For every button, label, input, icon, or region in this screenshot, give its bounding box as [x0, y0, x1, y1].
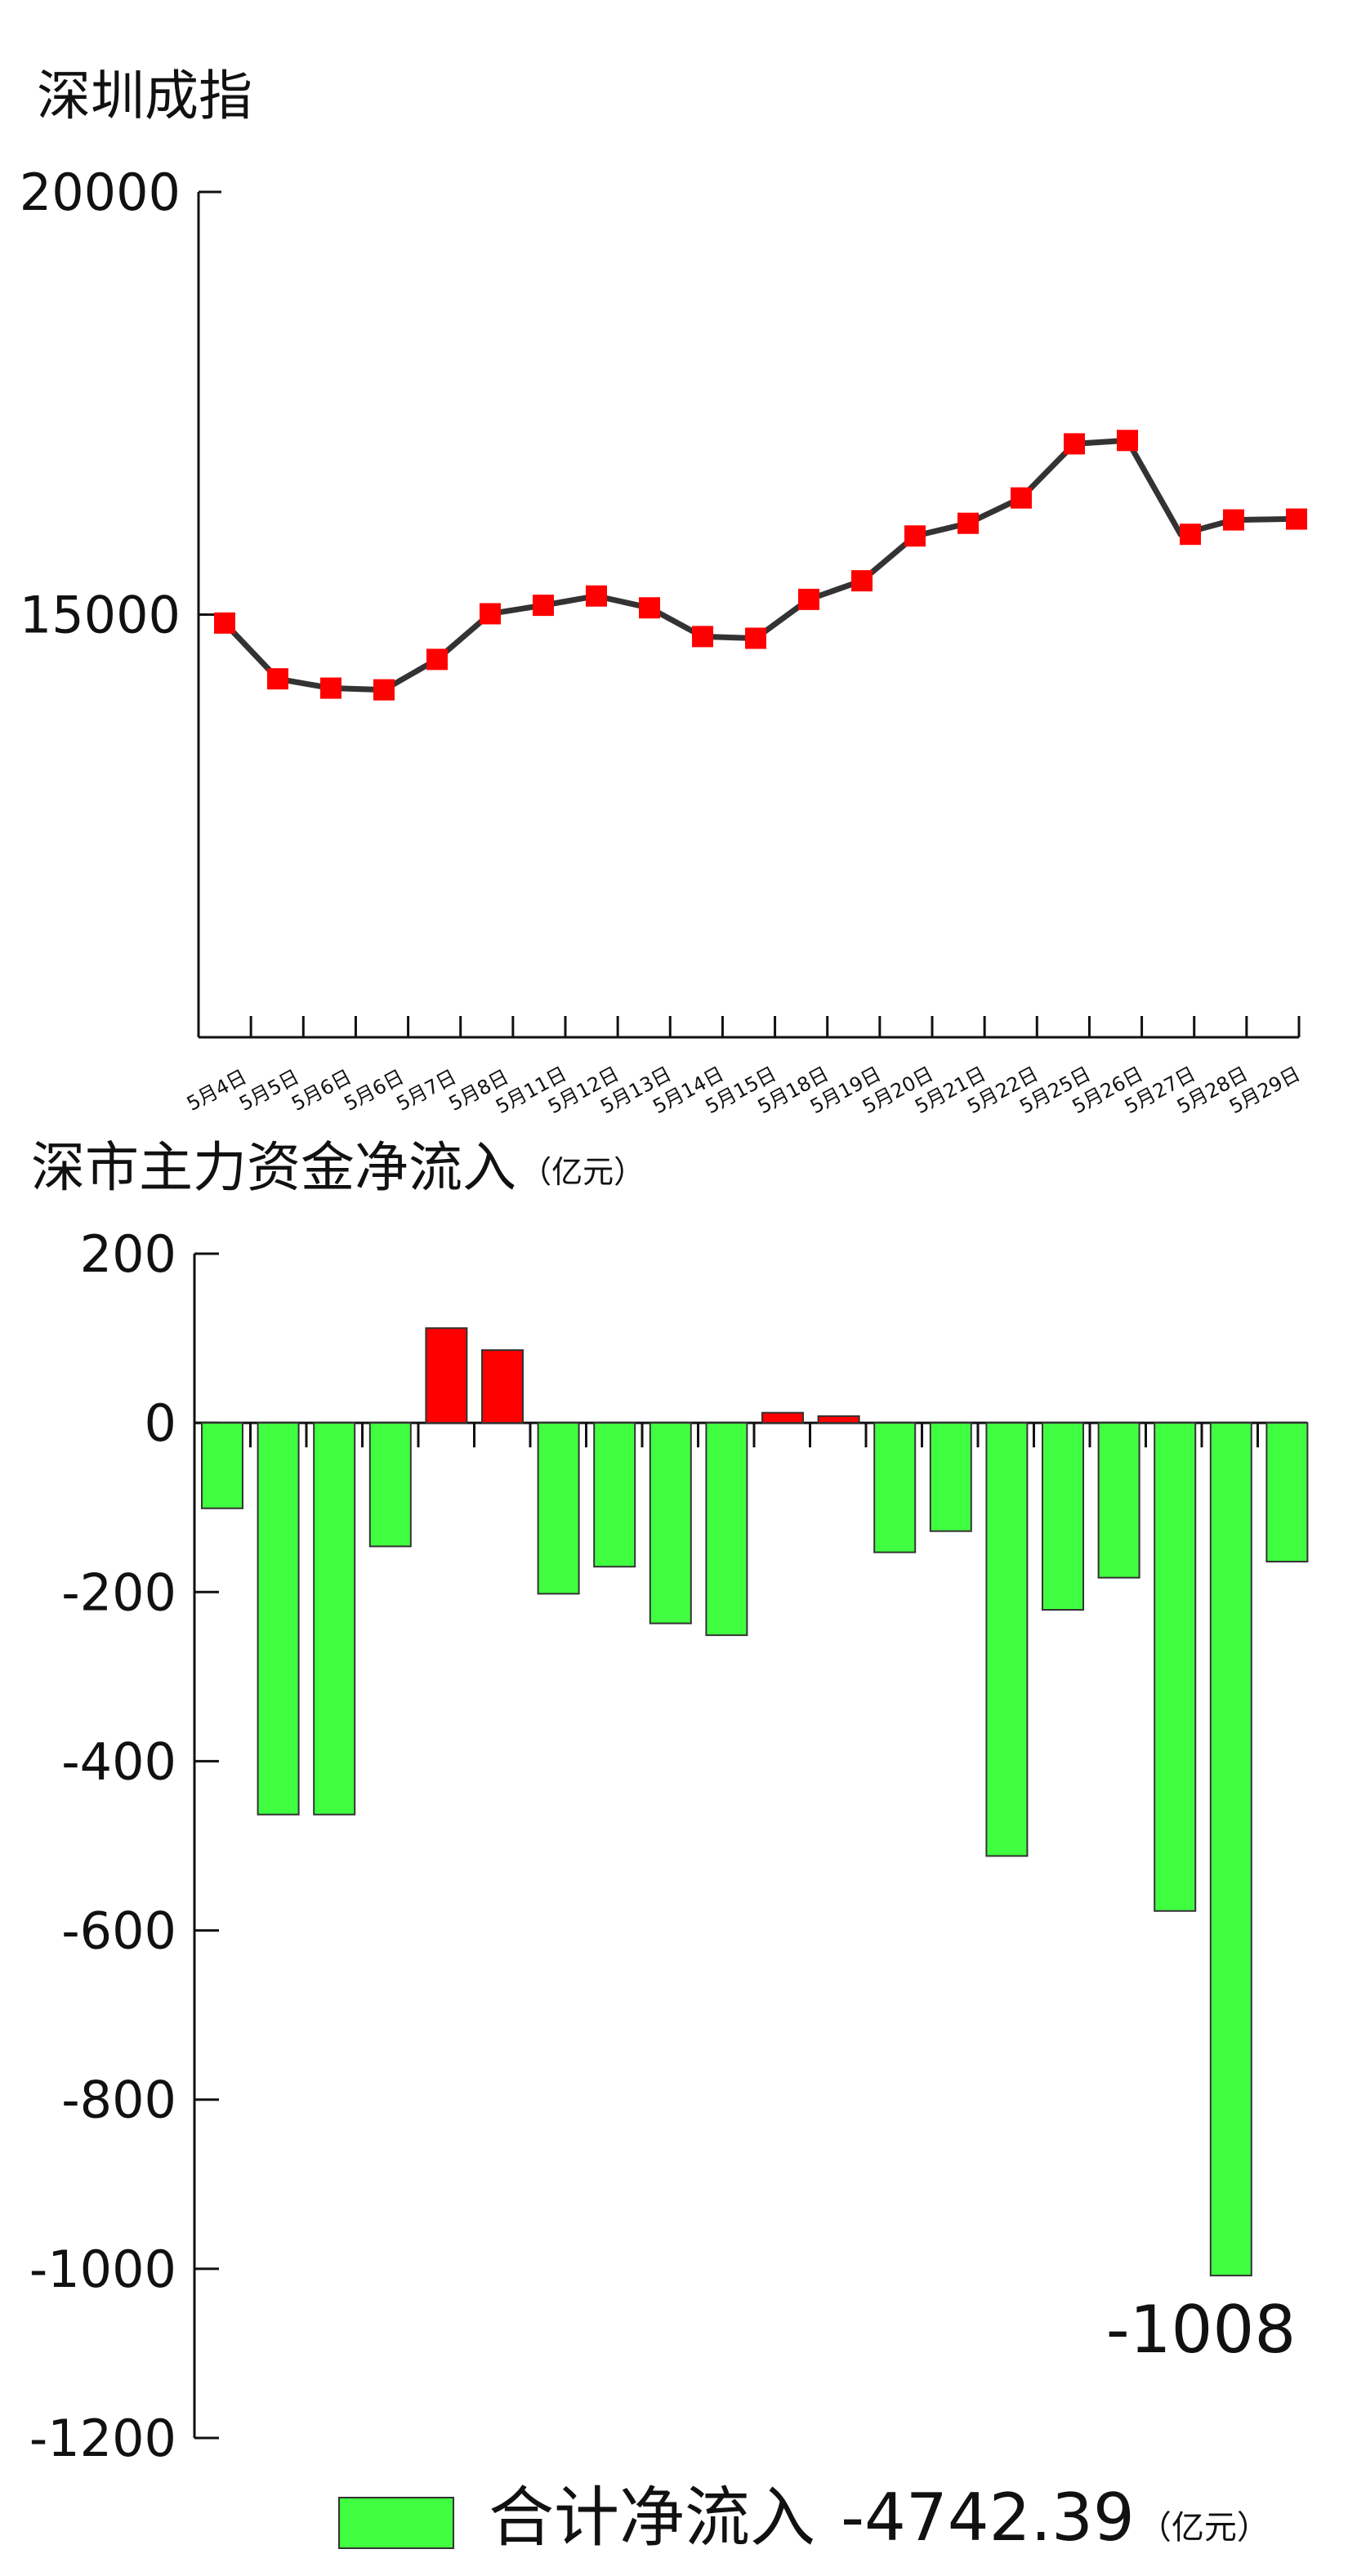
bar — [649, 1422, 692, 1624]
bar — [1265, 1422, 1309, 1562]
bar-chart-title: 深市主力资金净流入 — [31, 1136, 516, 1199]
bar — [425, 1327, 468, 1424]
line-point — [692, 626, 713, 648]
line-x-tick-label: 5月4日 — [183, 1065, 250, 1116]
line-chart: 20000150005月4日5月5日5月6日5月6日5月7日5月8日5月11日5… — [20, 163, 1307, 1118]
bar — [873, 1422, 917, 1553]
bar — [1154, 1422, 1197, 1912]
legend-unit: （亿元） — [1139, 2509, 1270, 2547]
line-point — [798, 588, 819, 610]
bar-y-tick-label: -800 — [61, 2070, 176, 2130]
legend-swatch — [338, 2497, 454, 2549]
line-point — [745, 627, 766, 649]
line-point — [639, 597, 660, 619]
bar — [201, 1422, 243, 1509]
bar — [985, 1422, 1029, 1857]
legend-label: 合计净流入 — [489, 2480, 815, 2556]
line-x-tick-label: 5月6日 — [340, 1065, 407, 1116]
line-point — [533, 595, 554, 617]
legend: 合计净流入 -4742.39 （亿元） — [338, 2480, 1270, 2556]
line-series — [222, 437, 1288, 693]
bar — [593, 1422, 636, 1568]
line-point — [320, 677, 341, 699]
bar — [1209, 1422, 1252, 2277]
bar — [929, 1422, 972, 1532]
line-y-tick-label: 20000 — [20, 163, 181, 222]
line-point — [1180, 524, 1201, 546]
bar — [817, 1415, 860, 1424]
line-x-tick-label: 5月6日 — [288, 1065, 355, 1116]
line-chart-title: 深圳成指 — [37, 65, 252, 127]
line-x-tick-label: 5月5日 — [235, 1065, 302, 1116]
min-value-annotation: -1008 — [1106, 2292, 1296, 2368]
bar — [368, 1422, 412, 1548]
bar — [537, 1422, 580, 1595]
bar-y-tick-label: -400 — [61, 1731, 176, 1791]
bar-y-tick-label: 0 — [145, 1393, 176, 1453]
line-point — [373, 679, 395, 701]
bar-y-tick-label: -600 — [61, 1901, 176, 1961]
bar — [1097, 1422, 1140, 1579]
bar-y-tick-label: -200 — [61, 1562, 176, 1622]
bar-y-tick-label: -1000 — [29, 2240, 176, 2299]
line-point — [1286, 508, 1307, 530]
line-point — [267, 668, 288, 690]
line-x-tick-label: 5月7日 — [393, 1065, 460, 1116]
bar-chart-unit: （亿元） — [520, 1154, 645, 1190]
bar-chart: 200 0 -200 -400 -600 -800 -1000 -1200 — [29, 1224, 1309, 2468]
legend-text: 合计净流入 -4742.39 （亿元） — [489, 2480, 1270, 2556]
bar-y-tick-label: 200 — [80, 1224, 176, 1284]
bar — [481, 1349, 524, 1424]
bar — [1042, 1422, 1084, 1611]
line-point — [1117, 430, 1138, 452]
bar — [313, 1422, 356, 1816]
line-point — [851, 570, 873, 592]
line-point — [904, 525, 926, 547]
bar-y-tick-label: -1200 — [29, 2409, 176, 2468]
line-point — [1011, 487, 1032, 509]
line-point — [957, 512, 979, 534]
line-point — [1064, 433, 1085, 455]
bar-chart-title-group: 深市主力资金净流入 （亿元） — [31, 1136, 645, 1199]
bar — [705, 1422, 748, 1637]
line-point — [214, 612, 235, 634]
line-point — [426, 648, 448, 671]
bar — [257, 1422, 300, 1816]
legend-total: -4742.39 — [841, 2480, 1135, 2556]
bar — [761, 1411, 804, 1424]
line-point — [480, 603, 501, 625]
line-point — [1223, 509, 1244, 531]
line-point — [586, 585, 607, 607]
line-y-tick-label: 15000 — [20, 586, 181, 645]
